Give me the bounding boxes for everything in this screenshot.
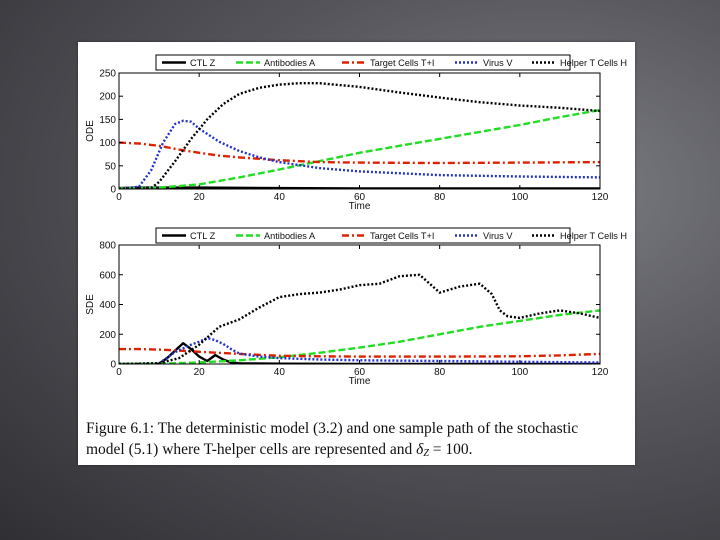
y-tick-label: 150 (99, 115, 116, 126)
legend-label: Target Cells T+I (370, 231, 434, 241)
legend-label: CTL Z (190, 231, 216, 241)
x-tick-label: 80 (434, 367, 446, 378)
x-tick-label: 80 (434, 192, 446, 203)
slide-frame: 0 20 40 60 80 100 120 0 50 100 150 200 250 Time ODE 0 20… (78, 42, 635, 465)
y-tick-label: 250 (99, 69, 116, 80)
y-tick-label: 800 (99, 241, 116, 252)
legend-label: Target Cells T+I (370, 58, 434, 68)
y-tick-label: 100 (99, 138, 116, 149)
series-virus-v (119, 336, 600, 364)
plot-frame (118, 244, 601, 365)
series-antibodies-a (119, 108, 600, 189)
series-target-cells-t-i (119, 347, 600, 358)
y-axis-label: ODE (85, 120, 96, 142)
chart-panel-0: 0 20 40 60 80 100 120 0 50 100 150 200 250 Time ODE (85, 69, 609, 213)
x-tick-label: 0 (116, 367, 122, 378)
legend-label: Antibodies A (264, 58, 316, 68)
legend-0: CTL Z Antibodies A Target Cells T+I Virus V… (155, 54, 627, 71)
y-tick-label: 200 (99, 92, 116, 103)
x-tick-label: 120 (592, 367, 609, 378)
x-axis-label: Time (349, 376, 371, 387)
y-tick-label: 400 (99, 300, 116, 311)
x-axis-label: Time (349, 201, 371, 212)
caption-line-2: model (5.1) where T-helper cells are rep… (86, 441, 473, 459)
caption-line-1: Figure 6.1: The deterministic model (3.2… (86, 420, 579, 437)
legend-label: CTL Z (190, 58, 216, 68)
y-tick-label: 200 (99, 330, 116, 341)
x-tick-label: 40 (274, 367, 286, 378)
series-target-cells-t-i (119, 141, 600, 165)
x-tick-label: 40 (274, 192, 286, 203)
series-group (119, 273, 600, 364)
x-tick-label: 0 (116, 192, 122, 203)
series-group (119, 82, 600, 189)
legend-label: Virus V (483, 231, 513, 241)
y-axis-label: SDE (85, 294, 96, 315)
x-tick-label: 100 (511, 367, 528, 378)
figure-caption: Figure 6.1: The deterministic model (3.2… (86, 418, 631, 464)
legend-1: CTL Z Antibodies A Target Cells T+I Virus V… (155, 227, 627, 244)
legend-label: Helper T Cells H (560, 58, 627, 68)
y-tick-label: 600 (99, 270, 116, 281)
x-tick-label: 20 (194, 192, 206, 203)
series-helper-t-cells-h (119, 82, 600, 189)
x-tick-label: 100 (511, 192, 528, 203)
y-tick-label: 0 (110, 185, 116, 196)
x-tick-label: 120 (592, 192, 609, 203)
x-tick-label: 60 (354, 367, 366, 378)
legend-label: Helper T Cells H (560, 231, 627, 241)
x-tick-label: 60 (354, 192, 366, 203)
series-virus-v (119, 119, 600, 189)
legend-label: Virus V (483, 58, 513, 68)
chart-panel-1: 0 20 40 60 80 100 120 0 200 400 600 800 Time SDE (85, 241, 609, 388)
y-tick-label: 50 (105, 161, 117, 172)
legend-label: Antibodies A (264, 231, 316, 241)
x-tick-label: 20 (194, 367, 206, 378)
y-tick-label: 0 (110, 360, 116, 371)
